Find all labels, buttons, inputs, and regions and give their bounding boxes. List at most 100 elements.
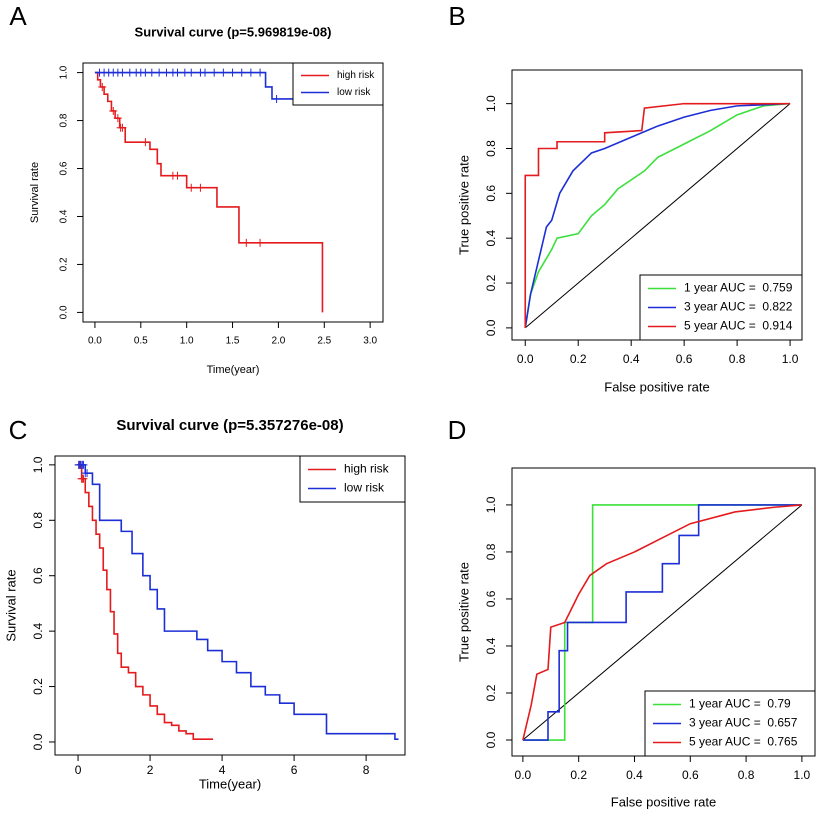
y-tick-label: 0.4 [31,622,45,639]
y-tick-label: 0.8 [31,512,45,529]
legend-label: 3 year AUC = 0.657 [689,716,798,730]
censor-mark [242,238,251,247]
censor-mark [79,460,88,469]
legend-label: 5 year AUC = 0.765 [689,735,798,749]
censor-mark [237,68,246,77]
survival-curve [78,464,214,741]
y-tick-label: 0.8 [484,140,498,157]
reference-diagonal [524,103,791,329]
y-tick-label: 0.4 [484,230,498,247]
x-tick-label: 0.2 [570,352,587,366]
roc-curve [524,102,791,329]
x-tick-label: 8 [363,763,370,777]
x-tick-label: 0.6 [682,768,699,782]
censor-mark [173,68,182,77]
legend-label: high risk [337,70,375,81]
censor-mark [141,138,150,147]
censor-mark [147,68,156,77]
plot-frame [54,455,406,756]
censor-mark [113,114,122,123]
legend-label: low risk [344,481,385,495]
panel-label: D [448,415,467,445]
y-tick-label: 0.6 [484,185,498,202]
censor-mark [219,68,228,77]
x-tick-label: 6 [291,763,298,777]
censor-mark [187,68,196,77]
y-tick-label: 1.0 [484,95,498,112]
x-tick-label: 2.5 [317,336,331,347]
y-axis-label: Survival rate [3,569,18,641]
chart-title: Survival curve (p=5.357276e-08) [116,417,343,434]
legend-label: low risk [337,87,371,98]
y-axis-label: True positive rate [456,155,471,255]
censor-mark [228,68,237,77]
x-tick-label: 4 [219,763,226,777]
x-tick-label: 0.4 [626,768,643,782]
censor-mark [246,68,255,77]
x-axis-label: Time(year) [207,364,260,376]
x-axis-label: Time(year) [199,776,261,791]
legend-box [299,455,406,503]
x-tick-label: 0.0 [515,768,532,782]
x-tick-label: 0.8 [738,768,755,782]
reference-diagonal [522,504,803,741]
panel-label: A [9,1,27,31]
legend-label: 1 year AUC = 0.759 [684,281,793,295]
censor-mark [187,183,196,192]
y-tick-label: 0.2 [484,684,498,701]
legend-box [644,690,816,757]
x-tick-label: 3.0 [363,336,377,347]
y-tick-label: 1.0 [484,496,498,513]
censor-mark [98,82,107,91]
roc-curve [524,102,791,328]
roc-curve [522,504,802,741]
y-tick-label: 1.0 [59,65,70,79]
censor-mark [109,106,118,115]
censor-mark [196,183,205,192]
survival-curve [94,71,324,313]
x-axis-label: False positive rate [604,379,710,394]
x-tick-label: 2.0 [271,336,285,347]
censor-mark [256,68,265,77]
survival-curve [78,464,399,741]
y-tick-label: 0.0 [484,319,498,336]
censor-mark [155,68,164,77]
y-tick-label: 0.0 [31,733,45,750]
roc-curve [522,504,802,741]
y-axis-label: Survival rate [29,162,41,223]
y-tick-label: 0.4 [59,209,70,223]
x-tick-label: 0.5 [134,336,148,347]
y-tick-label: 0.0 [484,731,498,748]
y-axis-label: True positive rate [456,562,471,662]
roc-curve [524,102,791,329]
y-tick-label: 0.2 [31,678,45,695]
censor-mark [201,68,210,77]
x-tick-label: 1.0 [180,336,194,347]
censor-mark [83,469,92,478]
censor-mark [118,68,127,77]
legend-label: high risk [344,462,390,476]
x-tick-label: 1.5 [226,336,240,347]
legend-label: 5 year AUC = 0.914 [684,319,793,333]
censor-mark [272,94,281,103]
y-tick-label: 0.6 [59,161,70,175]
y-tick-label: 1.0 [31,456,45,473]
x-tick-label: 0.8 [729,352,746,366]
x-tick-label: 0.6 [676,352,693,366]
y-tick-label: 0.6 [31,567,45,584]
y-tick-label: 0.4 [484,637,498,654]
censor-mark [79,474,88,483]
y-tick-label: 0.8 [484,543,498,560]
y-tick-label: 0.2 [59,257,70,271]
x-tick-label: 1.0 [794,768,811,782]
x-tick-label: 0.0 [517,352,534,366]
censor-mark [210,68,219,77]
chart-title: Survival curve (p=5.969819e-08) [135,24,332,39]
legend-label: 1 year AUC = 0.79 [689,697,791,711]
x-tick-label: 0 [75,763,82,777]
y-tick-label: 0.6 [484,590,498,607]
y-tick-label: 0.2 [484,274,498,291]
legend-label: 3 year AUC = 0.822 [684,300,793,314]
x-tick-label: 1.0 [782,352,799,366]
